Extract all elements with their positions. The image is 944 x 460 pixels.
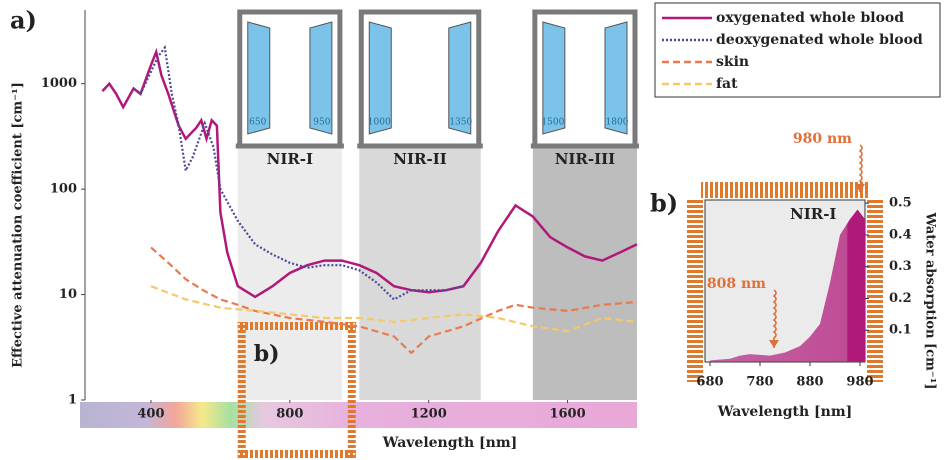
legend-label: fat bbox=[716, 76, 738, 92]
spectrum-bar bbox=[80, 402, 637, 428]
water-area bbox=[710, 209, 865, 362]
window-pane bbox=[448, 21, 472, 135]
series-line bbox=[132, 44, 464, 301]
y-axis-label: Water absorption [cm⁻¹] bbox=[923, 211, 938, 389]
legend-label: deoxygenated whole blood bbox=[716, 32, 923, 48]
y-tick-label: 0.1 bbox=[889, 323, 912, 338]
plot-title: NIR-I bbox=[790, 205, 836, 223]
y-tick-label: 100 bbox=[50, 182, 77, 197]
window-frame bbox=[532, 9, 638, 148]
window-start: 1500 bbox=[541, 118, 564, 128]
inset-hatch bbox=[237, 322, 246, 458]
window-end: 1350 bbox=[449, 118, 472, 128]
window-label: NIR-II bbox=[393, 150, 446, 168]
series-line bbox=[150, 285, 638, 333]
x-tick-label: 1600 bbox=[549, 407, 585, 422]
annotation-arrow bbox=[858, 144, 863, 192]
annotation-head bbox=[769, 340, 779, 348]
x-tick-label: 980 bbox=[846, 375, 873, 390]
x-tick-label: 680 bbox=[696, 375, 723, 390]
y-tick-label: 0.2 bbox=[889, 291, 912, 306]
y-tick-label: 10 bbox=[59, 287, 77, 302]
window-pane bbox=[604, 21, 628, 135]
hatch-top bbox=[701, 182, 869, 198]
y-tick-label: 0.3 bbox=[889, 259, 912, 274]
window-pane bbox=[247, 21, 271, 135]
window-pane bbox=[542, 21, 566, 135]
legend-label: skin bbox=[716, 54, 749, 70]
hatch-left bbox=[687, 198, 703, 382]
panel-label: b) bbox=[650, 189, 678, 218]
x-tick-label: 400 bbox=[137, 407, 164, 422]
window-end: 950 bbox=[313, 118, 330, 128]
window-pane bbox=[309, 21, 333, 135]
inset-label: b) bbox=[254, 341, 280, 367]
annotation-text: 980 nm bbox=[793, 131, 852, 147]
window-end: 1800 bbox=[606, 118, 629, 128]
x-tick-label: 1200 bbox=[411, 407, 447, 422]
window-pane bbox=[368, 21, 392, 135]
inset-hatch bbox=[237, 322, 356, 330]
window-label: NIR-III bbox=[555, 150, 615, 168]
series-line bbox=[101, 47, 638, 299]
y-tick-label: 1 bbox=[68, 393, 77, 408]
y-axis-label: Effective attenuation coefficient [cm⁻¹] bbox=[11, 82, 26, 368]
inset-hatch bbox=[237, 450, 356, 458]
annotation-head bbox=[855, 184, 865, 192]
inset-hatch bbox=[347, 322, 356, 458]
x-axis-label: Wavelength [nm] bbox=[382, 435, 518, 451]
window-frame bbox=[237, 9, 343, 148]
y-tick-label: 1000 bbox=[41, 76, 77, 91]
window-frame bbox=[358, 9, 482, 148]
chart-b: NIR-I 0.1 0.2 0.3 0.4 0.5 680 780 880 980 Waveleng… bbox=[650, 131, 938, 420]
x-tick-label: 780 bbox=[746, 375, 773, 390]
x-tick-label: 880 bbox=[796, 375, 823, 390]
panel-label: a) bbox=[10, 6, 37, 35]
y-tick-label: 0.5 bbox=[889, 196, 912, 211]
window-label: NIR-I bbox=[267, 150, 313, 168]
window-start: 1000 bbox=[368, 118, 391, 128]
x-axis-label: Wavelength [nm] bbox=[717, 404, 853, 420]
annotation-text: 808 nm bbox=[707, 276, 766, 292]
x-tick-label: 800 bbox=[276, 407, 303, 422]
window-start: 650 bbox=[249, 118, 266, 128]
annotation-arrow bbox=[772, 289, 777, 348]
legend-label: oxygenated whole blood bbox=[716, 10, 904, 26]
series-line bbox=[150, 246, 638, 355]
y-tick-label: 0.4 bbox=[889, 227, 912, 242]
hatch-right bbox=[867, 198, 883, 382]
